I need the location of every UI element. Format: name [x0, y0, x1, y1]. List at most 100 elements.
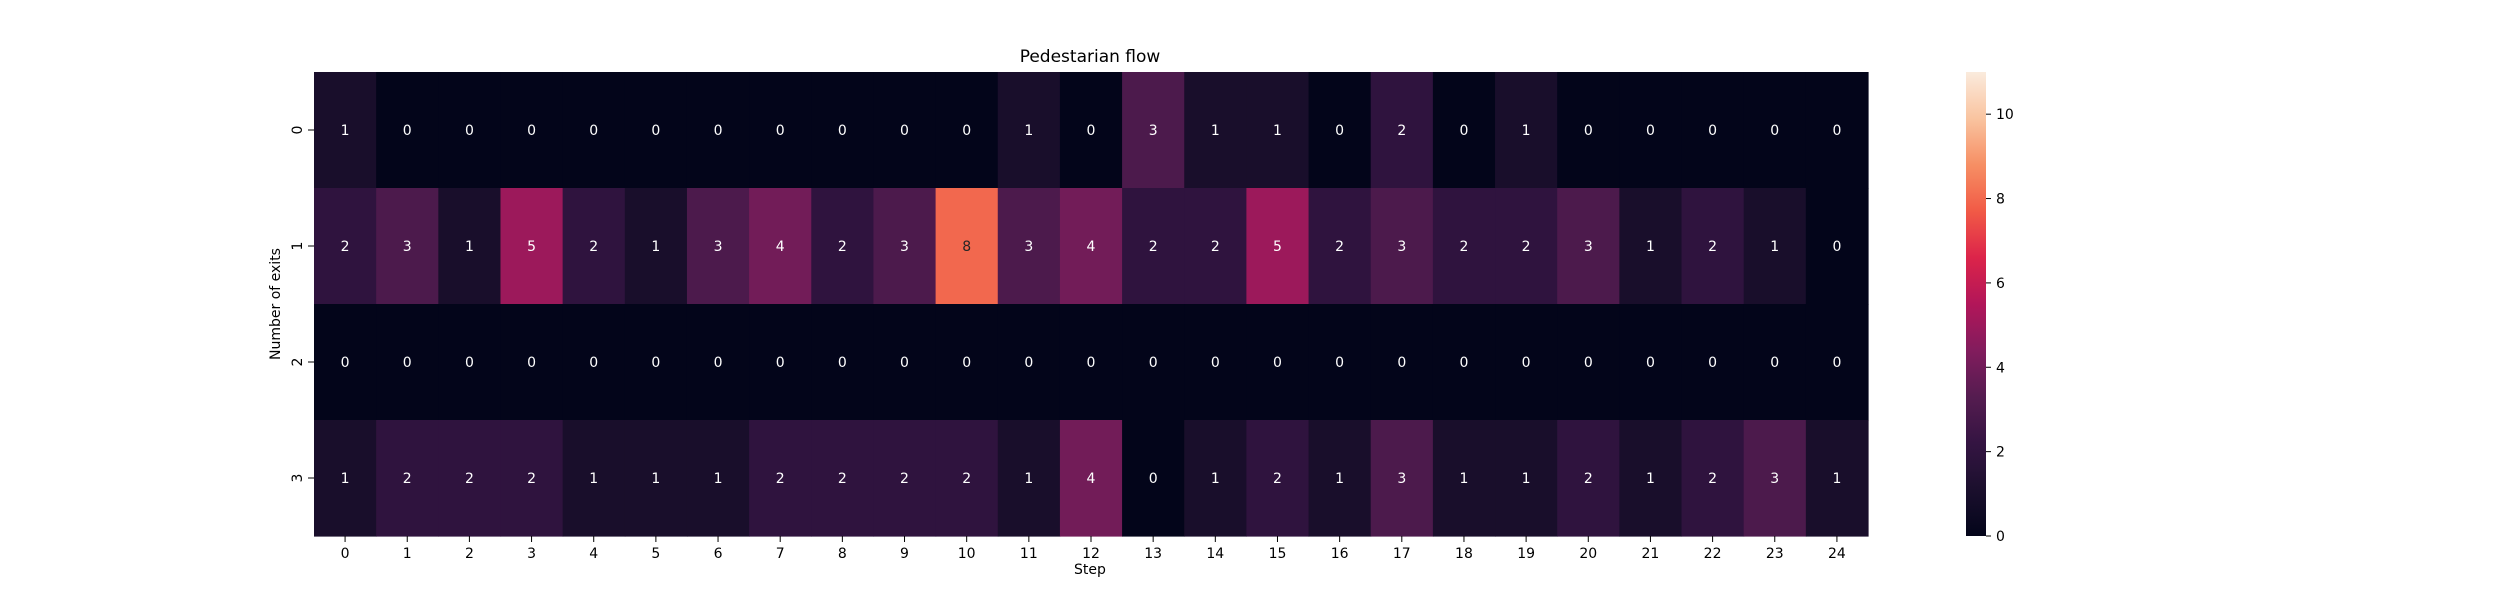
- x-tick-label: 5: [651, 546, 660, 562]
- heatmap-cell: [811, 72, 875, 189]
- heatmap-cell: [314, 304, 377, 421]
- heatmap-cell: [314, 188, 377, 305]
- x-axis-ticks: 0 1 2 3 4 5 6 7 8 9 10 11 12 13 14 15 16 17 18 19 20 21 22 23 24: [341, 536, 1846, 562]
- cell-value-label: 0: [1770, 355, 1779, 371]
- heatmap-cell: [1059, 72, 1123, 189]
- cell-value-label: 0: [714, 355, 723, 371]
- x-tick-label: 20: [1579, 546, 1597, 562]
- heatmap-cell: [1805, 304, 1869, 421]
- heatmap-cell: [624, 188, 688, 305]
- colorbar-tick-label: 4: [1996, 360, 2005, 376]
- y-tick-label: 2: [290, 358, 306, 367]
- cell-value-label: 2: [776, 471, 785, 487]
- cell-value-label: 0: [838, 123, 847, 139]
- heatmap-cell: [1122, 420, 1185, 537]
- heatmap-cell: [1370, 304, 1434, 421]
- cell-value-label: 0: [527, 123, 536, 139]
- cell-value-label: 3: [1584, 239, 1593, 255]
- cell-value-label: 2: [341, 239, 350, 255]
- heatmap-cell: [997, 420, 1061, 537]
- heatmap-cell: [811, 420, 875, 537]
- heatmap-cell: [873, 72, 937, 189]
- heatmap-cell: [686, 420, 750, 537]
- heatmap-cell: [314, 420, 377, 537]
- chart-title: Pedestarian flow: [1020, 47, 1161, 67]
- cell-value-label: 1: [341, 123, 350, 139]
- heatmap-cell: [1495, 72, 1558, 189]
- heatmap-cell: [1432, 304, 1496, 421]
- cell-value-label: 0: [403, 123, 412, 139]
- cell-value-label: 0: [1522, 355, 1531, 371]
- heatmap-cells: [314, 72, 1869, 537]
- x-tick-label: 7: [776, 546, 785, 562]
- cell-value-label: 3: [1024, 239, 1033, 255]
- heatmap-cell: [1246, 304, 1310, 421]
- cell-value-label: 4: [776, 239, 785, 255]
- colorbar-tick-label: 6: [1996, 276, 2005, 292]
- cell-value-label: 2: [962, 471, 971, 487]
- heatmap-cell: [1122, 72, 1185, 189]
- heatmap-cell: [1557, 420, 1620, 537]
- cell-value-label: 1: [1646, 239, 1655, 255]
- cell-value-label: 1: [1522, 471, 1531, 487]
- cell-value-label: 0: [1335, 355, 1344, 371]
- cell-value-label: 2: [1584, 471, 1593, 487]
- cell-value-label: 0: [1708, 355, 1717, 371]
- heatmap-cell: [314, 72, 377, 189]
- heatmap-cell: [1557, 72, 1620, 189]
- heatmap-cell: [1495, 304, 1558, 421]
- cell-value-label: 5: [1273, 239, 1282, 255]
- cell-value-label: 0: [962, 355, 971, 371]
- cell-value-label: 1: [1024, 123, 1033, 139]
- heatmap-cell: [438, 72, 502, 189]
- cell-value-label: 1: [1522, 123, 1531, 139]
- colorbar-tick-label: 0: [1996, 529, 2005, 545]
- cell-value-label: 1: [341, 471, 350, 487]
- heatmap-cell: [1805, 420, 1869, 537]
- cell-value-label: 3: [403, 239, 412, 255]
- heatmap-cell: [749, 188, 812, 305]
- heatmap-cell: [1246, 188, 1310, 305]
- x-tick-label: 15: [1269, 546, 1287, 562]
- x-tick-label: 9: [900, 546, 909, 562]
- x-tick-label: 11: [1020, 546, 1038, 562]
- heatmap-cell: [935, 304, 999, 421]
- cell-value-label: 0: [1832, 355, 1841, 371]
- heatmap-cell: [1557, 304, 1620, 421]
- heatmap-cell: [1681, 420, 1745, 537]
- heatmap-cell: [1122, 304, 1185, 421]
- heatmap-cell: [1619, 188, 1683, 305]
- x-tick-label: 22: [1704, 546, 1722, 562]
- heatmap-cell: [1308, 420, 1372, 537]
- cell-value-label: 0: [465, 355, 474, 371]
- heatmap-cell: [1184, 72, 1247, 189]
- cell-value-label: 3: [1397, 471, 1406, 487]
- x-tick-label: 2: [465, 546, 474, 562]
- cell-value-label: 1: [651, 471, 660, 487]
- x-tick-label: 12: [1082, 546, 1100, 562]
- heatmap-cell: [1184, 304, 1247, 421]
- cell-value-label: 0: [900, 123, 909, 139]
- cell-value-label: 1: [1273, 123, 1282, 139]
- cell-value-label: 2: [1708, 239, 1717, 255]
- x-tick-label: 18: [1455, 546, 1473, 562]
- heatmap-cell: [997, 72, 1061, 189]
- heatmap-cell: [1495, 188, 1558, 305]
- x-tick-label: 10: [958, 546, 976, 562]
- cell-value-label: 0: [1149, 355, 1158, 371]
- cell-value-label: 0: [1024, 355, 1033, 371]
- y-axis-ticks: 0 1 2 3: [290, 126, 314, 482]
- cell-value-label: 0: [341, 355, 350, 371]
- heatmap-cell: [1681, 188, 1745, 305]
- cell-value-label: 0: [1832, 123, 1841, 139]
- heatmap-cell: [376, 304, 439, 421]
- cell-value-label: 2: [900, 471, 909, 487]
- heatmap-cell: [624, 72, 688, 189]
- heatmap-cell: [686, 188, 750, 305]
- cell-value-label: 4: [1087, 239, 1096, 255]
- cell-value-label: 1: [1024, 471, 1033, 487]
- cell-value-label: 2: [1335, 239, 1344, 255]
- heatmap-cell: [935, 72, 999, 189]
- heatmap-cell: [1308, 304, 1372, 421]
- heatmap-cell: [562, 188, 626, 305]
